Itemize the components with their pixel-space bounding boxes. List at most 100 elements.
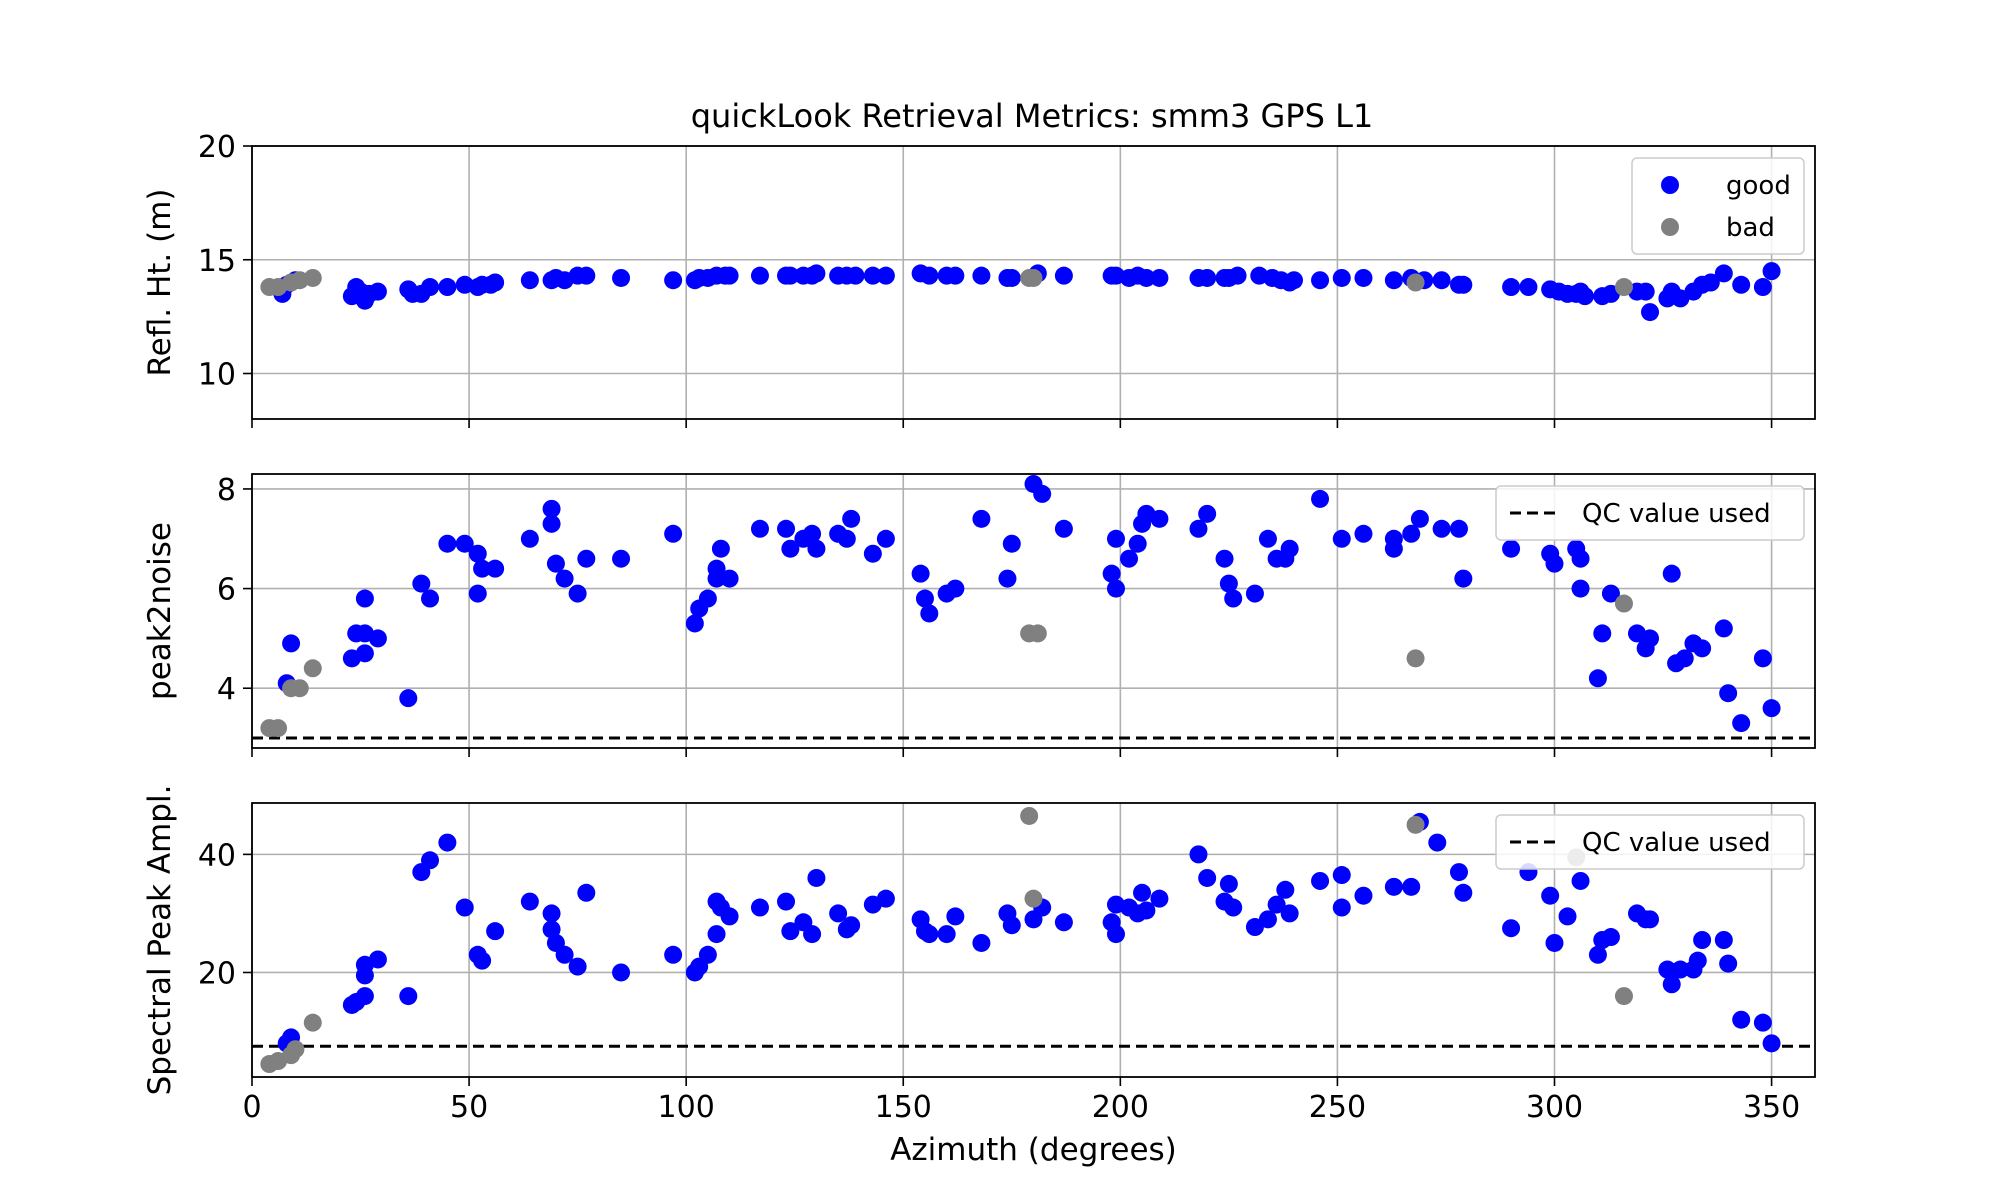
- data-point: [1033, 484, 1052, 503]
- data-point: [1753, 649, 1772, 668]
- data-point: [876, 529, 895, 548]
- data-point: [1571, 871, 1590, 890]
- data-point: [282, 634, 301, 653]
- data-point: [1024, 889, 1043, 908]
- data-point: [1002, 534, 1021, 553]
- data-point: [1150, 268, 1169, 287]
- data-point: [998, 569, 1017, 588]
- data-point: [807, 868, 826, 887]
- data-point: [920, 604, 939, 623]
- data-point: [1028, 624, 1047, 643]
- data-point: [473, 559, 492, 578]
- data-point: [664, 524, 683, 543]
- data-point: [368, 629, 387, 648]
- data-point: [972, 509, 991, 528]
- data-point: [1258, 529, 1277, 548]
- legend: QC value used: [1495, 485, 1805, 541]
- data-point: [1701, 273, 1720, 292]
- data-point: [568, 957, 587, 976]
- data-point: [1384, 877, 1403, 896]
- data-point: [612, 549, 631, 568]
- data-point: [781, 266, 800, 285]
- data-point: [1753, 278, 1772, 297]
- data-point: [1002, 916, 1021, 935]
- data-point: [920, 266, 939, 285]
- data-point: [1593, 624, 1612, 643]
- data-point: [1054, 519, 1073, 538]
- data-point: [1280, 539, 1299, 558]
- legend: QC value used: [1495, 814, 1805, 870]
- data-point: [1432, 271, 1451, 290]
- data-point: [1137, 901, 1156, 920]
- data-point: [1454, 569, 1473, 588]
- data-point: [920, 925, 939, 944]
- y-axis-label: Refl. Ht. (m): [142, 188, 178, 376]
- y-tick-label: 20: [198, 956, 236, 991]
- y-tick-label: 4: [217, 672, 236, 707]
- data-point: [269, 719, 288, 738]
- data-point: [1332, 898, 1351, 917]
- data-point: [1137, 268, 1156, 287]
- data-point: [1693, 931, 1712, 949]
- axes-frame: [251, 802, 1816, 1078]
- data-point: [1545, 554, 1564, 573]
- data-point: [937, 925, 956, 944]
- data-point: [1762, 262, 1781, 281]
- data-point: [1449, 519, 1468, 538]
- data-point: [1410, 509, 1429, 528]
- data-point: [1541, 886, 1560, 905]
- data-point: [803, 524, 822, 543]
- data-point: [1732, 1010, 1751, 1029]
- data-point: [1120, 549, 1139, 568]
- data-point: [777, 519, 796, 538]
- data-point: [1267, 895, 1286, 914]
- data-point: [455, 898, 474, 917]
- data-point: [1133, 883, 1152, 902]
- data-point: [1658, 960, 1677, 979]
- data-point: [1198, 268, 1217, 287]
- data-point: [1285, 271, 1303, 290]
- data-point: [1402, 524, 1421, 543]
- data-point: [720, 569, 739, 588]
- legend-label: QC value used: [1582, 499, 1771, 529]
- data-point: [972, 933, 991, 952]
- data-point: [1614, 278, 1633, 297]
- data-point: [468, 584, 487, 603]
- data-point: [1719, 954, 1738, 973]
- data-point: [711, 539, 730, 558]
- data-point: [546, 554, 565, 573]
- data-point: [1215, 549, 1234, 568]
- data-point: [1150, 889, 1169, 908]
- data-point: [1002, 268, 1021, 287]
- data-point: [1245, 918, 1264, 937]
- data-point: [438, 278, 457, 297]
- legend-label: bad: [1726, 213, 1775, 243]
- data-point: [568, 584, 587, 603]
- data-point: [1714, 264, 1733, 283]
- data-point: [1428, 833, 1447, 852]
- panels: 10 15 20 Refl. Ht. (m) good bad 4 6 8 peak2noise Q…: [142, 130, 1816, 1168]
- x-tick-label: 250: [1309, 1090, 1366, 1125]
- data-point: [1588, 945, 1607, 964]
- data-point: [972, 266, 991, 285]
- data-point: [455, 534, 474, 553]
- legend-marker: [1661, 176, 1679, 194]
- x-tick-label: 300: [1526, 1090, 1583, 1125]
- data-point: [750, 519, 769, 538]
- legend-box: [1495, 485, 1805, 541]
- data-point: [1102, 564, 1121, 583]
- data-point: [1714, 931, 1733, 949]
- data-point: [286, 1040, 305, 1059]
- data-point: [368, 282, 387, 301]
- data-point: [1454, 883, 1473, 902]
- data-point: [1280, 904, 1299, 923]
- panel-3: 0 50 100 150 200 250 300 350 20 40 Spectral Peak A…: [142, 785, 1816, 1168]
- data-point: [1406, 649, 1425, 668]
- data-point: [421, 278, 440, 297]
- data-point: [750, 266, 769, 285]
- data-point: [1688, 951, 1707, 970]
- data-point: [1588, 669, 1607, 688]
- data-point: [876, 889, 895, 908]
- data-point: [1106, 925, 1125, 944]
